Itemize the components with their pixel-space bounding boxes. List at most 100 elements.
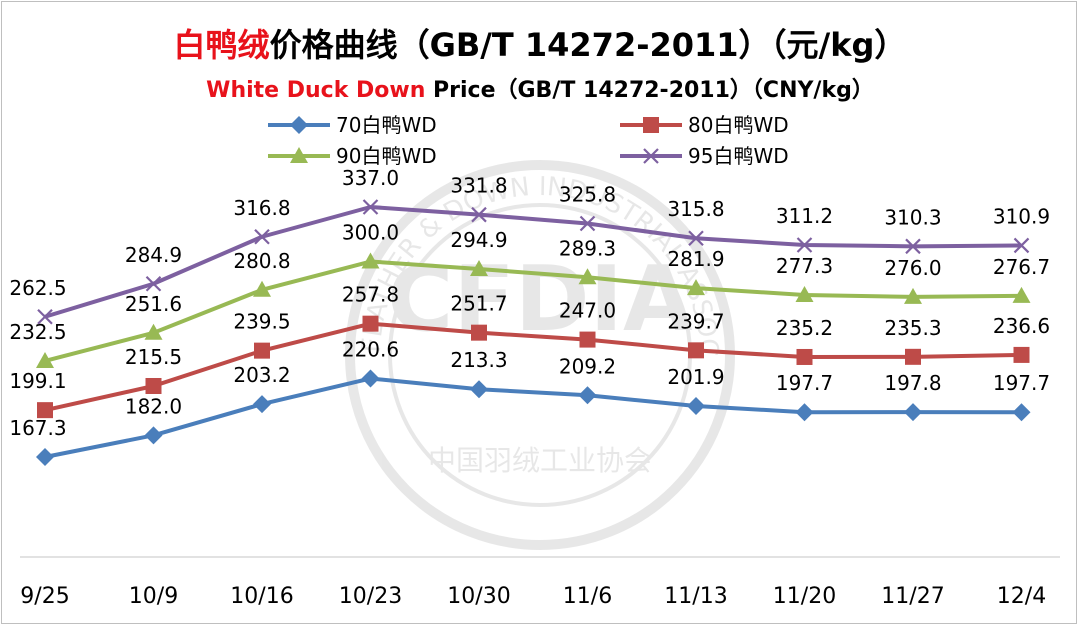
data-point — [688, 230, 704, 247]
data-label: 209.2 — [559, 354, 616, 378]
data-point — [795, 285, 814, 302]
data-label: 203.2 — [233, 363, 290, 387]
data-point — [904, 287, 922, 304]
data-point — [145, 275, 162, 292]
data-point — [795, 403, 814, 422]
data-point — [1012, 403, 1031, 422]
data-label: 280.8 — [233, 249, 290, 273]
data-point — [796, 237, 813, 253]
series: 199.1 215.5 239.5 257.8 251.7 247.0 239.7 235.2… — [9, 283, 1050, 419]
data-point — [361, 252, 380, 269]
series: 262.5 284.9 316.8 337.0 331.8 325.8 315.8 311.2… — [9, 166, 1050, 325]
data-label: 289.3 — [559, 236, 616, 260]
data-label: 294.9 — [450, 228, 507, 252]
data-point — [905, 348, 921, 365]
data-label: 199.1 — [9, 369, 66, 393]
data-label: 262.5 — [9, 276, 66, 300]
data-label: 236.6 — [993, 314, 1050, 338]
watermark-ring-outer — [345, 160, 735, 550]
x-tick-label: 10/9 — [129, 584, 178, 609]
data-label: 235.2 — [776, 316, 833, 340]
data-label: 281.9 — [667, 247, 724, 271]
data-label: 310.3 — [884, 205, 941, 229]
data-label: 300.0 — [342, 221, 399, 245]
data-point — [362, 315, 379, 332]
data-point — [37, 402, 53, 419]
data-point — [471, 206, 487, 223]
data-point — [579, 331, 596, 348]
x-tick-label: 10/16 — [230, 584, 293, 609]
data-point — [254, 342, 270, 359]
series-layer: 167.3 182.0 203.2 220.6 213.3 209.2 201.9 197.7… — [9, 166, 1050, 466]
data-point — [470, 260, 488, 277]
data-point — [688, 342, 704, 359]
legend-item: 70白鸭WD — [268, 113, 437, 137]
data-label: 277.3 — [776, 254, 833, 278]
data-label: 284.9 — [125, 243, 182, 267]
data-label: 235.3 — [884, 316, 941, 340]
data-label: 197.7 — [993, 371, 1050, 395]
watermark: CHINA FEATHER & DOWN INDUSTRIAL ASSOCIAT… — [0, 0, 735, 550]
series: 232.5 251.6 280.8 300.0 294.9 289.3 281.9 277.3… — [9, 221, 1050, 368]
data-point — [253, 280, 271, 297]
data-point — [253, 395, 271, 414]
data-label: 247.0 — [559, 299, 616, 323]
legend: 70白鸭WD 80白鸭WD 90白鸭WD 95白鸭WD — [268, 113, 789, 168]
legend-marker — [643, 148, 659, 164]
chart-title-en: White Duck Down Price（GB/T 14272-2011）（C… — [0, 72, 1080, 104]
data-point — [36, 448, 54, 466]
x-tick-label: 10/23 — [339, 584, 402, 609]
data-point — [254, 228, 270, 245]
data-point — [687, 279, 705, 296]
x-axis-ticks: 9/25 10/9 10/16 10/23 10/30 11/6 11/13 11/20 11/… — [20, 584, 1046, 609]
data-label: 337.0 — [342, 166, 399, 190]
x-tick-label: 12/4 — [997, 584, 1046, 609]
x-tick-label: 10/30 — [447, 584, 510, 609]
legend-item: 95白鸭WD — [620, 144, 789, 168]
data-label: 276.0 — [884, 256, 941, 280]
legend-label: 90白鸭WD — [336, 144, 437, 168]
data-label: 310.9 — [993, 204, 1050, 228]
data-point — [36, 351, 54, 368]
legend-label: 95白鸭WD — [688, 144, 789, 168]
x-tick-label: 11/13 — [664, 584, 727, 609]
data-point — [471, 324, 487, 341]
data-point — [470, 380, 488, 399]
data-point — [144, 426, 163, 445]
title-cn-rest: 价格曲线（GB/T 14272-2011）（元/kg） — [269, 26, 907, 64]
data-point — [37, 308, 53, 325]
series: 167.3 182.0 203.2 220.6 213.3 209.2 201.9 197.7… — [9, 337, 1050, 466]
data-point — [904, 403, 922, 422]
x-tick-label: 9/25 — [20, 584, 69, 609]
data-label: 325.8 — [559, 182, 616, 206]
data-label: 251.7 — [450, 292, 507, 316]
data-label: 311.2 — [776, 204, 833, 228]
data-label: 167.3 — [9, 416, 66, 440]
data-label: 316.8 — [233, 196, 290, 220]
data-point — [687, 397, 705, 416]
title-en-highlight: White Duck Down — [206, 78, 426, 103]
x-tick-label: 11/6 — [563, 584, 612, 609]
legend-marker — [290, 147, 308, 163]
series-line — [44, 205, 1022, 319]
data-point — [145, 377, 162, 394]
data-label: 201.9 — [667, 365, 724, 389]
data-label: 197.7 — [776, 371, 833, 395]
chart-title-cn: 白鸭绒价格曲线（GB/T 14272-2011）（元/kg） — [0, 20, 1080, 66]
series-line — [44, 376, 1022, 459]
data-label: 232.5 — [9, 320, 66, 344]
legend-item: 80白鸭WD — [620, 113, 789, 137]
watermark-text-cn: 中国羽绒工业协会 — [428, 444, 652, 477]
data-point — [905, 238, 921, 255]
legend-label: 80白鸭WD — [688, 113, 789, 137]
title-en-rest: Price（GB/T 14272-2011）（CNY/kg） — [425, 78, 874, 103]
data-point — [579, 215, 596, 232]
series-line — [44, 259, 1022, 363]
data-label: 239.5 — [233, 310, 290, 334]
data-label: 215.5 — [125, 345, 182, 369]
data-label: 276.7 — [993, 255, 1050, 279]
data-label: 331.8 — [450, 174, 507, 198]
data-label: 239.7 — [667, 309, 724, 333]
